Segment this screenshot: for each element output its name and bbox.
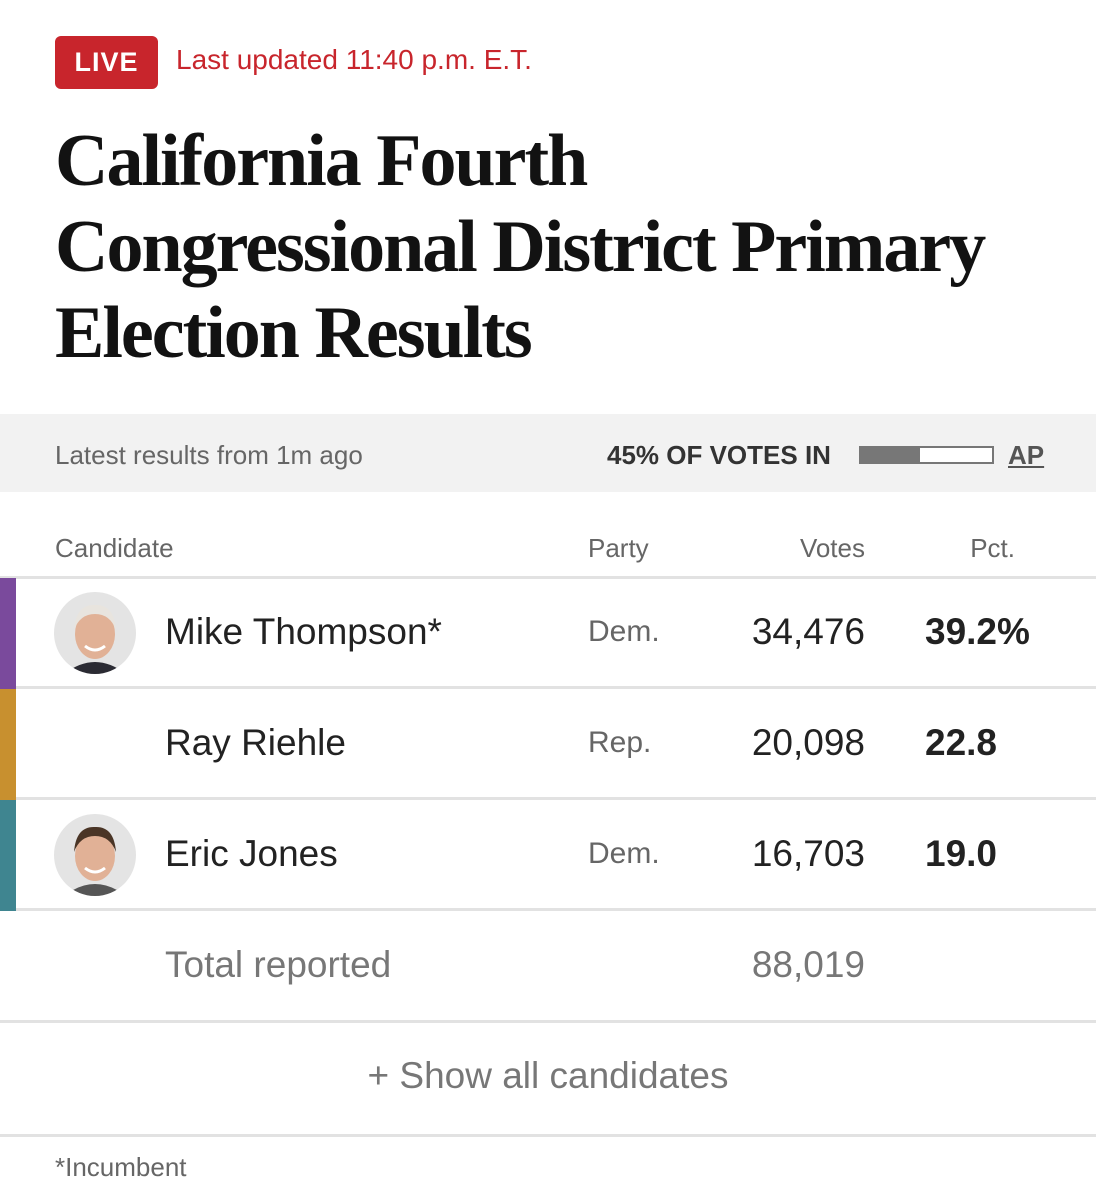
candidate-name: Ray Riehle [165, 722, 346, 763]
pct: 22.8 [925, 722, 998, 763]
candidate-row: Eric Jones Dem. 16,703 19.0 [0, 800, 1096, 911]
pct: 19.0 [925, 833, 998, 874]
footnote: *Incumbent [55, 1152, 187, 1182]
avatar [54, 592, 136, 674]
source-link[interactable]: AP [1008, 440, 1045, 470]
candidate-row: Ray Riehle Rep. 20,098 22.8 [0, 689, 1096, 800]
reporting-bar [859, 446, 994, 464]
party-color-bar [0, 800, 16, 911]
party-color-bar [0, 689, 16, 800]
total-row: Total reported 88,019 [0, 911, 1096, 1022]
avatar [54, 592, 136, 674]
reporting-fill [861, 448, 920, 462]
party: Rep. [588, 726, 652, 759]
show-all-button[interactable]: + Show all candidates [367, 1055, 729, 1096]
divider [0, 1134, 1096, 1137]
divider [16, 908, 1096, 911]
pct: 39.2% [925, 611, 1030, 652]
col-header: Candidate [55, 533, 174, 563]
party: Dem. [588, 837, 660, 870]
latest-results: Latest results from 1m ago [55, 440, 363, 470]
divider [16, 797, 1096, 800]
total-label: Total reported [165, 944, 392, 985]
votes: 34,476 [751, 611, 865, 652]
last-updated: Last updated 11:40 p.m. E.T. [176, 44, 532, 75]
title: California Fourth Congressional District… [55, 118, 986, 376]
party: Dem. [588, 615, 660, 648]
title-line: Congressional District Primary [55, 206, 986, 288]
total-votes: 88,019 [751, 944, 865, 985]
party-color-bar [0, 578, 16, 689]
col-header: Pct. [970, 533, 1015, 563]
divider [0, 1020, 1096, 1023]
candidate-name: Eric Jones [165, 833, 338, 874]
divider [0, 576, 1096, 579]
live-badge: LIVE [55, 36, 158, 89]
votes: 16,703 [751, 833, 865, 874]
candidate-name: Mike Thompson* [165, 611, 442, 652]
col-header: Party [588, 533, 649, 563]
votes: 20,098 [751, 722, 865, 763]
col-header: Votes [799, 533, 865, 563]
avatar [54, 814, 136, 896]
status-band: Latest results from 1m ago 45% OF VOTES … [0, 414, 1096, 492]
divider [16, 686, 1096, 689]
avatar [54, 814, 136, 896]
candidate-row: Mike Thompson* Dem. 34,476 39.2% [0, 578, 1096, 689]
reporting-label: 45% OF VOTES IN [607, 440, 831, 470]
title-line: Election Results [55, 292, 533, 374]
title-line: California Fourth [55, 120, 588, 202]
